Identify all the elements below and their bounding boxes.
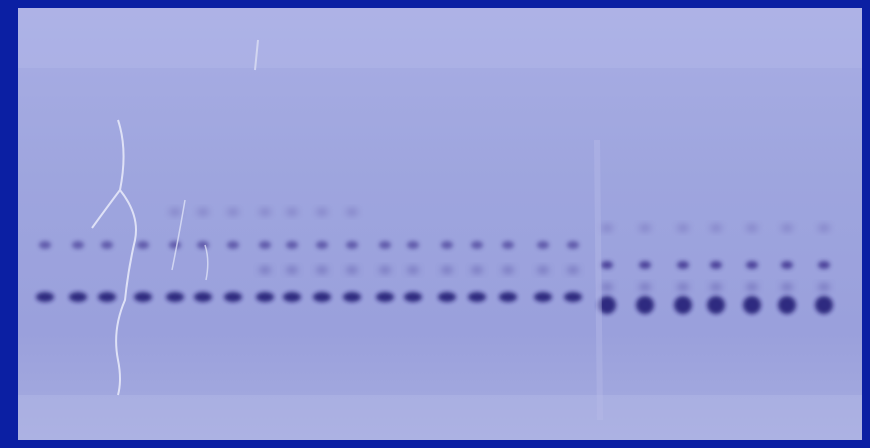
spot: [36, 292, 54, 302]
spot: [346, 266, 358, 274]
spot: [639, 261, 651, 269]
spot: [564, 292, 582, 302]
spot: [707, 296, 725, 314]
spot: [534, 292, 552, 302]
spot: [259, 208, 271, 216]
spot: [468, 292, 486, 302]
plate-surface: [18, 8, 862, 440]
spot: [101, 241, 113, 249]
spot: [815, 296, 833, 314]
spot: [639, 283, 651, 291]
spot: [407, 266, 419, 274]
spot: [743, 296, 761, 314]
spot: [781, 283, 793, 291]
spot: [197, 208, 209, 216]
streak: [594, 139, 603, 421]
spot: [567, 241, 579, 249]
plate-top-haze: [18, 8, 862, 68]
spot: [169, 241, 181, 249]
spot: [677, 283, 689, 291]
spot: [818, 283, 830, 291]
spot: [818, 224, 830, 232]
spot: [601, 261, 613, 269]
spot: [316, 241, 328, 249]
spot: [197, 241, 209, 249]
scratch: [254, 39, 259, 71]
spot: [471, 241, 483, 249]
spot: [346, 208, 358, 216]
crack: [171, 199, 209, 281]
spot: [256, 292, 274, 302]
spot: [316, 208, 328, 216]
spot: [537, 241, 549, 249]
spot: [286, 208, 298, 216]
spot: [601, 283, 613, 291]
spot: [674, 296, 692, 314]
spot: [677, 224, 689, 232]
spot: [137, 241, 149, 249]
spot: [227, 208, 239, 216]
spot: [69, 292, 87, 302]
spot: [601, 224, 613, 232]
spot: [286, 241, 298, 249]
spot: [407, 241, 419, 249]
spot: [134, 292, 152, 302]
spot: [639, 224, 651, 232]
spot: [166, 292, 184, 302]
spot: [567, 266, 579, 274]
spot: [313, 292, 331, 302]
spot: [746, 224, 758, 232]
spot: [677, 261, 689, 269]
spot: [286, 266, 298, 274]
spot: [441, 241, 453, 249]
spot: [441, 266, 453, 274]
spot: [746, 261, 758, 269]
spot: [778, 296, 796, 314]
spot: [818, 261, 830, 269]
spot: [537, 266, 549, 274]
spot: [781, 261, 793, 269]
spot: [499, 292, 517, 302]
spot: [98, 292, 116, 302]
spot: [598, 296, 616, 314]
spot: [438, 292, 456, 302]
spot: [169, 208, 181, 216]
spot: [194, 292, 212, 302]
spot: [72, 241, 84, 249]
spot: [376, 292, 394, 302]
spot: [224, 292, 242, 302]
spot: [502, 241, 514, 249]
spot: [471, 266, 483, 274]
spot: [316, 266, 328, 274]
spot: [746, 283, 758, 291]
spot: [379, 266, 391, 274]
spot: [636, 296, 654, 314]
spot: [379, 241, 391, 249]
spot: [227, 241, 239, 249]
spot: [346, 241, 358, 249]
spot: [259, 241, 271, 249]
spot: [710, 261, 722, 269]
spot: [259, 266, 271, 274]
plate-bottom-haze: [18, 395, 862, 440]
spot: [710, 283, 722, 291]
spot: [502, 266, 514, 274]
spot: [283, 292, 301, 302]
crack: [91, 119, 137, 396]
spot: [404, 292, 422, 302]
spot: [710, 224, 722, 232]
spot: [781, 224, 793, 232]
spots: [36, 208, 833, 314]
spot: [343, 292, 361, 302]
spot: [39, 241, 51, 249]
